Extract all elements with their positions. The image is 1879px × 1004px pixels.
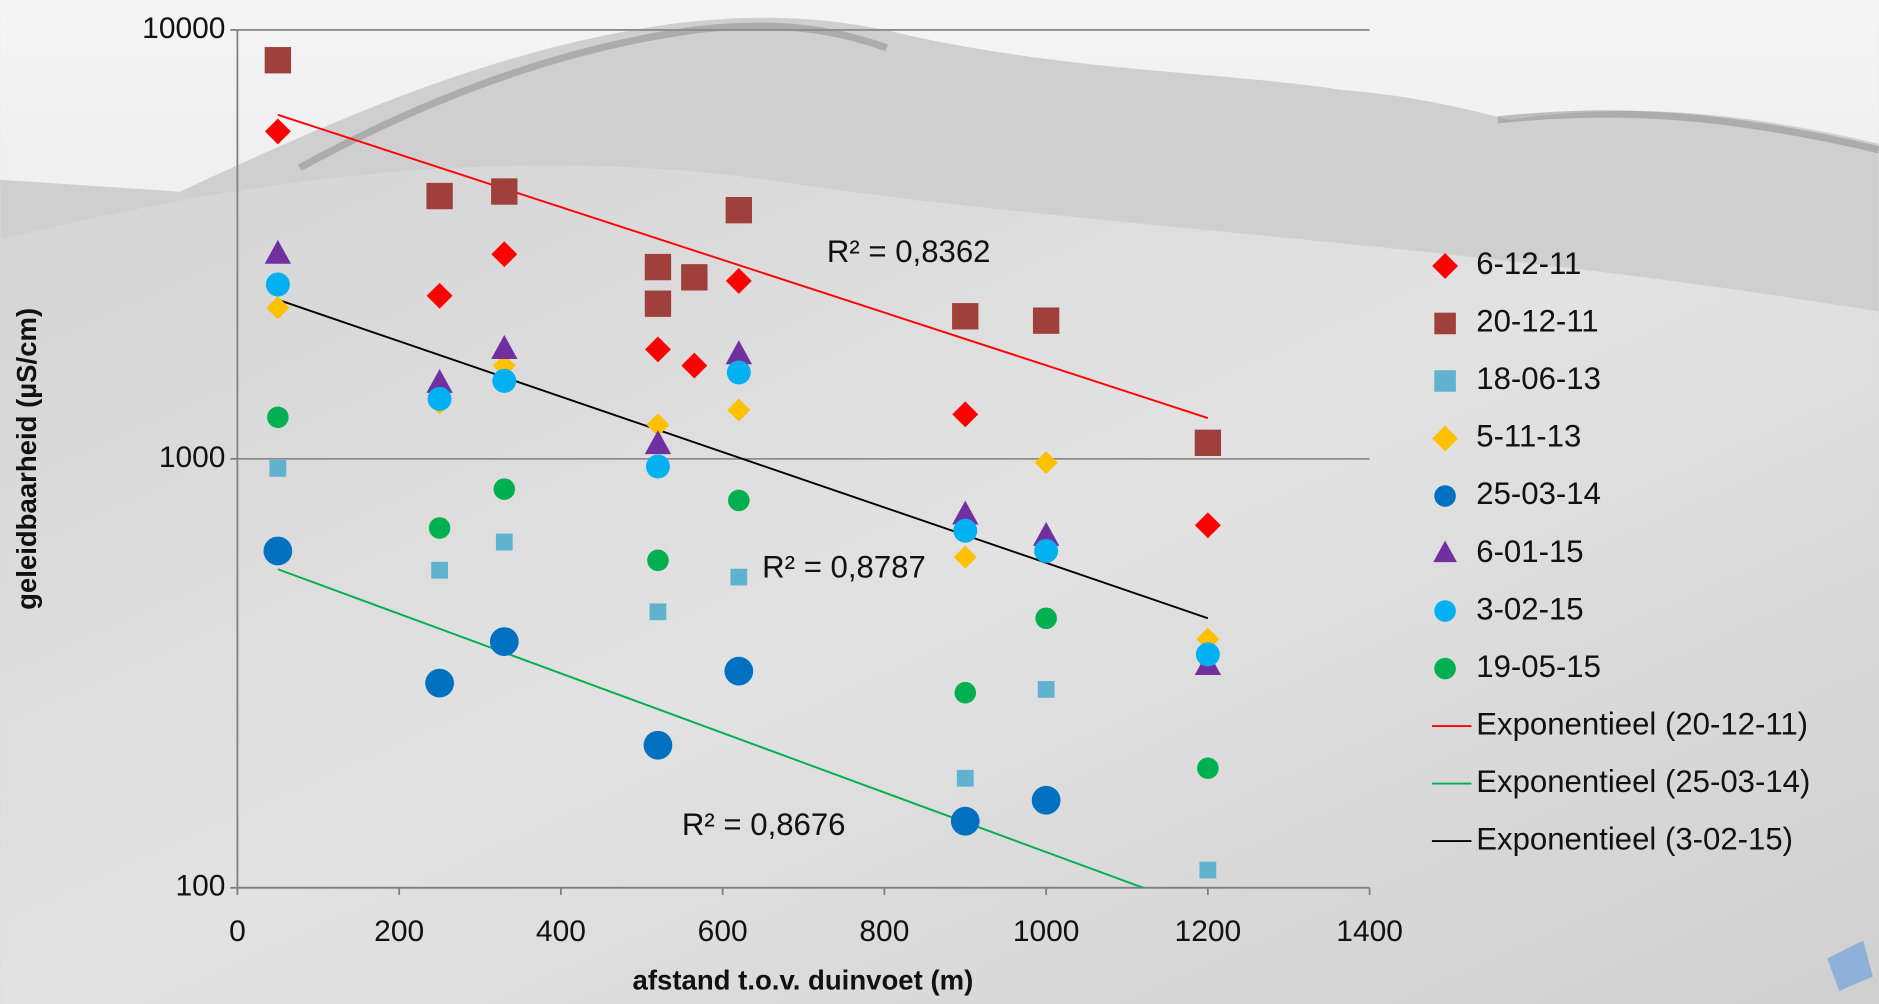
point [681, 264, 708, 291]
x-tick-label: 1400 [1336, 915, 1403, 948]
point [643, 730, 673, 760]
legend-label: 6-12-11 [1476, 246, 1581, 281]
point [956, 769, 974, 787]
point [1037, 681, 1055, 698]
point [1035, 607, 1057, 630]
legend-label: 19-05-15 [1476, 649, 1601, 684]
legend-label: Exponentieel (25-03-14) [1476, 764, 1810, 799]
point [725, 197, 752, 224]
x-tick-label: 1200 [1175, 915, 1242, 948]
legend-marker [1434, 657, 1456, 680]
y-tick-label: 1000 [159, 441, 226, 474]
legend-label: 3-02-15 [1476, 591, 1583, 626]
point [1194, 429, 1222, 456]
point [1034, 538, 1059, 563]
point [644, 290, 672, 317]
point [1031, 785, 1061, 815]
point [428, 517, 451, 539]
legend-label: Exponentieel (20-12-11) [1476, 706, 1808, 741]
point [649, 603, 667, 621]
point [1034, 451, 1058, 475]
point [265, 272, 290, 297]
point [954, 681, 977, 704]
legend-label: 20-12-11 [1476, 304, 1598, 339]
point [264, 47, 292, 74]
legend-marker [1434, 485, 1456, 507]
x-tick-label: 1000 [1013, 915, 1080, 948]
legend-label: Exponentieel (3-02-15) [1476, 821, 1793, 856]
point [495, 533, 513, 551]
trend-line [277, 113, 1209, 419]
point [725, 267, 752, 294]
point [493, 478, 516, 500]
point [950, 806, 980, 836]
point [427, 386, 452, 411]
point [952, 303, 979, 330]
point [726, 360, 751, 385]
y-tick-label: 100 [175, 870, 225, 903]
legend-marker [1432, 425, 1459, 452]
point [645, 454, 670, 479]
trend-line [277, 298, 1209, 620]
point [492, 368, 517, 393]
point [1195, 642, 1220, 667]
x-tick-label: 800 [859, 915, 909, 948]
point [426, 182, 453, 210]
x-axis-title: afstand t.o.v. duinvoet (m) [633, 965, 974, 996]
point [724, 656, 754, 686]
legend-label: 25-03-14 [1476, 476, 1601, 511]
annotation: R² = 0,8362 [827, 234, 991, 269]
point [953, 518, 978, 543]
point [426, 368, 453, 393]
x-tick-label: 200 [374, 915, 424, 948]
point [431, 561, 448, 579]
point [644, 253, 672, 281]
point [264, 118, 291, 145]
legend-marker [1434, 600, 1456, 622]
legend-marker [1434, 370, 1456, 392]
legend-label: 18-06-13 [1476, 361, 1601, 396]
legend-label: 5-11-13 [1476, 419, 1581, 454]
trend-line [277, 568, 1146, 888]
point [267, 406, 289, 429]
point [644, 430, 672, 455]
y-tick-label: 10000 [142, 12, 225, 45]
point [646, 413, 670, 437]
x-tick-label: 0 [229, 915, 246, 948]
point [264, 239, 292, 264]
labels: afstand t.o.v. duinvoet (m) geleidbaarhe… [11, 12, 1810, 996]
point [425, 668, 454, 698]
point [730, 568, 748, 586]
point [681, 352, 708, 379]
point [647, 549, 669, 572]
trend-lines [277, 113, 1209, 888]
point [1197, 757, 1219, 780]
annotation: R² = 0,8676 [682, 807, 846, 842]
x-tick-label: 600 [698, 915, 748, 948]
point [269, 460, 287, 477]
annotation: R² = 0,8787 [762, 549, 926, 584]
x-tick-label: 400 [536, 915, 586, 948]
point [952, 500, 979, 525]
point [263, 536, 293, 566]
point [1032, 307, 1060, 334]
legend-marker [1433, 540, 1457, 563]
point [1032, 521, 1060, 546]
point [491, 335, 518, 359]
point [489, 627, 519, 656]
point [725, 340, 752, 365]
legend-marker [1432, 253, 1459, 279]
point [1199, 861, 1217, 879]
point [266, 296, 290, 320]
y-axis-title: geleidbaarheid (µS/cm) [11, 308, 42, 610]
point [728, 489, 750, 512]
legend-marker [1434, 312, 1456, 335]
point [953, 545, 977, 569]
legend-label: 6-01-15 [1476, 534, 1583, 569]
point [491, 178, 518, 205]
